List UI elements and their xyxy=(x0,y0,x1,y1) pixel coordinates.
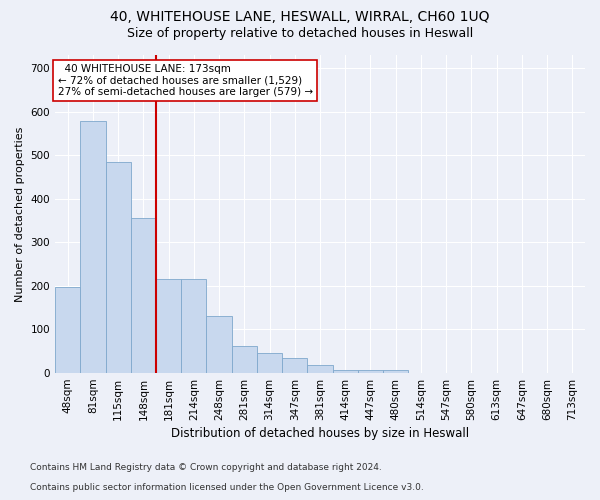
Text: 40, WHITEHOUSE LANE, HESWALL, WIRRAL, CH60 1UQ: 40, WHITEHOUSE LANE, HESWALL, WIRRAL, CH… xyxy=(110,10,490,24)
X-axis label: Distribution of detached houses by size in Heswall: Distribution of detached houses by size … xyxy=(171,427,469,440)
Text: 40 WHITEHOUSE LANE: 173sqm
← 72% of detached houses are smaller (1,529)
27% of s: 40 WHITEHOUSE LANE: 173sqm ← 72% of deta… xyxy=(58,64,313,97)
Bar xyxy=(332,370,358,373)
Text: Size of property relative to detached houses in Heswall: Size of property relative to detached ho… xyxy=(127,28,473,40)
Y-axis label: Number of detached properties: Number of detached properties xyxy=(15,126,25,302)
Bar xyxy=(383,370,409,373)
Bar xyxy=(232,346,257,373)
Bar xyxy=(80,121,106,373)
Bar xyxy=(257,353,282,373)
Text: Contains public sector information licensed under the Open Government Licence v3: Contains public sector information licen… xyxy=(30,484,424,492)
Bar xyxy=(206,316,232,373)
Bar xyxy=(282,358,307,373)
Bar xyxy=(131,218,156,373)
Bar xyxy=(307,365,332,373)
Bar xyxy=(156,278,181,373)
Text: Contains HM Land Registry data © Crown copyright and database right 2024.: Contains HM Land Registry data © Crown c… xyxy=(30,464,382,472)
Bar xyxy=(358,370,383,373)
Bar xyxy=(55,287,80,373)
Bar xyxy=(181,278,206,373)
Bar xyxy=(106,162,131,373)
